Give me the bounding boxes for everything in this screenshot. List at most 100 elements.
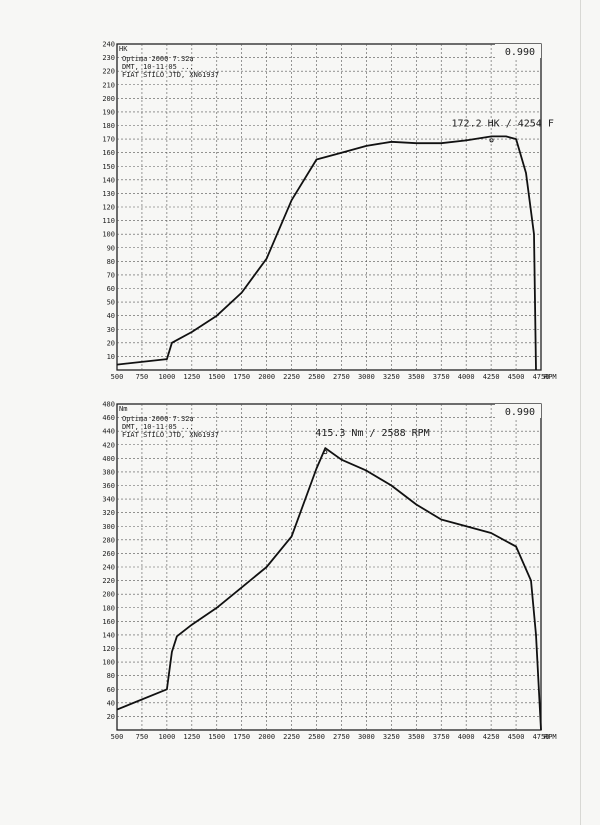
- header-line: Optima 2000 7.32a: [122, 55, 194, 63]
- x-tick-label: 500: [111, 733, 124, 741]
- y-unit-label: Nm: [119, 405, 127, 413]
- y-tick-label: 40: [107, 312, 115, 320]
- y-tick-label: 90: [107, 244, 115, 252]
- y-tick-label: 60: [107, 686, 115, 694]
- y-tick-label: 300: [102, 523, 115, 531]
- y-tick-label: 70: [107, 271, 115, 279]
- x-tick-label: 500: [111, 373, 124, 381]
- peak-marker: [489, 138, 494, 143]
- x-tick-label: 4000: [458, 373, 475, 381]
- x-tick-label: 1000: [158, 373, 175, 381]
- data-curve: [116, 135, 537, 371]
- x-tick-label: 750: [136, 373, 149, 381]
- data-curve: [116, 447, 542, 731]
- y-tick-label: 480: [102, 401, 115, 409]
- y-tick-label: 20: [107, 713, 115, 721]
- y-tick-label: 120: [102, 645, 115, 653]
- x-tick-label: 4500: [508, 733, 525, 741]
- y-tick-label: 150: [102, 163, 115, 171]
- y-tick-label: 140: [102, 176, 115, 184]
- y-tick-label: 240: [102, 41, 115, 49]
- y-tick-label: 50: [107, 299, 115, 307]
- y-tick-label: 80: [107, 258, 115, 266]
- y-tick-label: 240: [102, 564, 115, 572]
- y-tick-label: 320: [102, 509, 115, 517]
- x-tick-label: 2750: [333, 733, 350, 741]
- y-tick-label: 30: [107, 326, 115, 334]
- x-tick-label: 1750: [233, 373, 250, 381]
- y-tick-label: 340: [102, 496, 115, 504]
- x-unit-label: RPM: [544, 373, 557, 381]
- y-tick-label: 180: [102, 604, 115, 612]
- y-unit-label: HK: [119, 45, 128, 53]
- x-tick-label: 3750: [433, 733, 450, 741]
- y-tick-label: 80: [107, 672, 115, 680]
- y-tick-label: 60: [107, 285, 115, 293]
- y-tick-label: 10: [107, 353, 115, 361]
- y-tick-label: 220: [102, 577, 115, 585]
- y-tick-label: 180: [102, 122, 115, 130]
- x-tick-label: 3000: [358, 373, 375, 381]
- y-tick-label: 440: [102, 428, 115, 436]
- x-tick-label: 4000: [458, 733, 475, 741]
- power-chart: 10 20 30 40 50 60 70 80 90 100 110 120 130 140 150 160 1…: [102, 41, 557, 382]
- x-tick-label: 4250: [483, 733, 500, 741]
- x-tick-label: 2000: [258, 373, 275, 381]
- y-tick-label: 400: [102, 455, 115, 463]
- x-tick-label: 1500: [208, 733, 225, 741]
- correction-factor-text: 0.990: [505, 407, 535, 418]
- x-tick-label: 3250: [383, 373, 400, 381]
- y-tick-label: 230: [102, 54, 115, 62]
- x-tick-label: 1750: [233, 733, 250, 741]
- x-tick-label: 3000: [358, 733, 375, 741]
- y-tick-label: 200: [102, 591, 115, 599]
- y-tick-label: 200: [102, 95, 115, 103]
- peak-marker: [323, 450, 328, 455]
- y-tick-label: 190: [102, 108, 115, 116]
- correction-factor-text: 0.990: [505, 47, 535, 58]
- x-tick-label: 2500: [308, 733, 325, 741]
- x-tick-label: 4750: [533, 373, 550, 381]
- y-tick-label: 360: [102, 482, 115, 490]
- y-tick-label: 460: [102, 414, 115, 422]
- header-line: DMT, 10-11-05 ...: [122, 63, 194, 71]
- y-tick-label: 120: [102, 204, 115, 212]
- y-tick-label: 40: [107, 699, 115, 707]
- header-line: DMT, 10-11-05 ...: [122, 423, 194, 431]
- header-line: Optima 2000 7.32a: [122, 415, 194, 423]
- y-tick-label: 170: [102, 136, 115, 144]
- y-tick-label: 160: [102, 149, 115, 157]
- x-tick-label: 1000: [158, 733, 175, 741]
- y-tick-label: 140: [102, 631, 115, 639]
- y-tick-label: 130: [102, 190, 115, 198]
- peak-label: 415.3 Nm / 2588 RPM: [315, 428, 429, 439]
- y-tick-label: 160: [102, 618, 115, 626]
- y-tick-label: 110: [102, 217, 115, 225]
- x-tick-label: 4750: [533, 733, 550, 741]
- torque-chart: 20 40 60 80 100 120 140 160 180 200 220 240 260 280 30…: [102, 401, 557, 742]
- y-tick-label: 260: [102, 550, 115, 558]
- peak-label: 172.2 HK / 4254 F: [452, 118, 554, 129]
- y-tick-label: 210: [102, 81, 115, 89]
- x-tick-label: 750: [136, 733, 149, 741]
- x-tick-label: 3500: [408, 733, 425, 741]
- y-tick-label: 280: [102, 536, 115, 544]
- x-tick-label: 1250: [183, 373, 200, 381]
- correction-box: [495, 44, 541, 58]
- x-tick-label: 3500: [408, 373, 425, 381]
- paper-edge-line: [580, 0, 581, 825]
- x-tick-label: 4500: [508, 373, 525, 381]
- x-tick-label: 1250: [183, 733, 200, 741]
- y-tick-label: 420: [102, 441, 115, 449]
- correction-box: [495, 404, 541, 418]
- y-tick-label: 20: [107, 339, 115, 347]
- x-tick-label: 3750: [433, 373, 450, 381]
- x-unit-label: RPM: [544, 733, 557, 741]
- x-tick-label: 2250: [283, 733, 300, 741]
- y-tick-label: 100: [102, 231, 115, 239]
- x-tick-label: 1500: [208, 373, 225, 381]
- x-tick-label: 4250: [483, 373, 500, 381]
- x-tick-label: 2000: [258, 733, 275, 741]
- x-tick-label: 2500: [308, 373, 325, 381]
